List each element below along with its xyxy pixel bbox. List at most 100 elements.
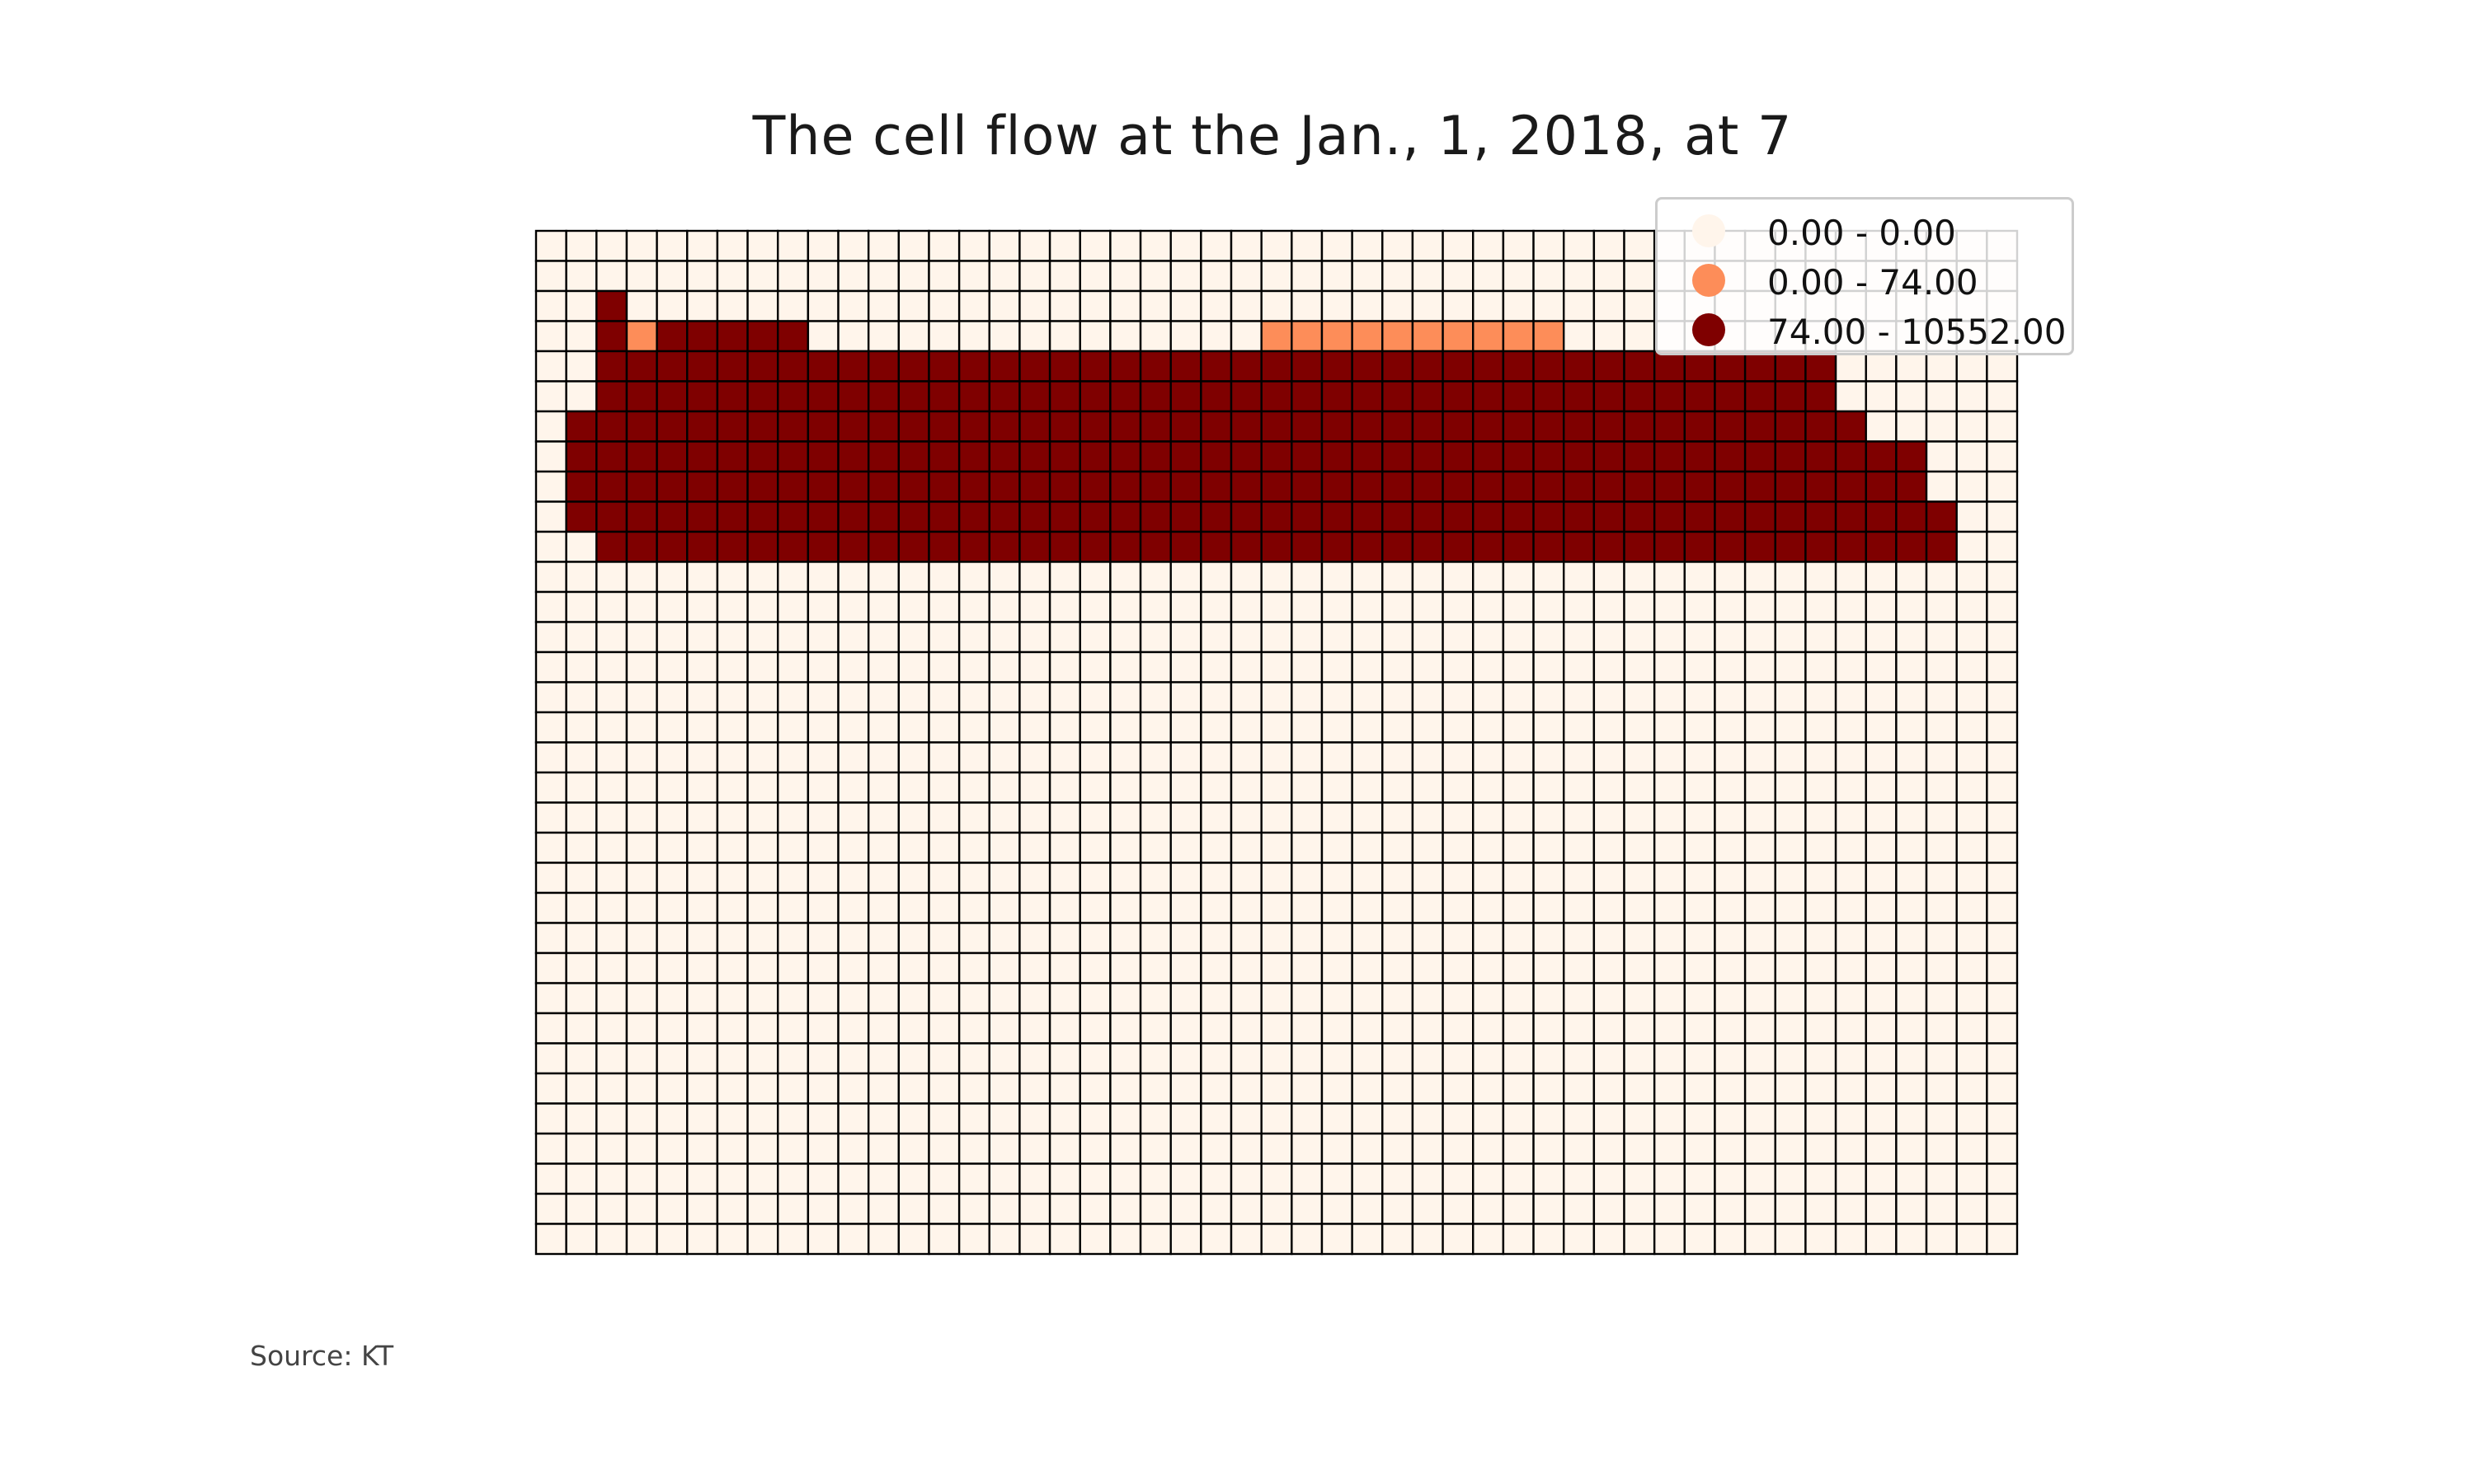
grid-cell bbox=[716, 711, 749, 744]
grid-cell bbox=[957, 1162, 990, 1195]
grid-cell bbox=[1865, 350, 1898, 383]
grid-cell bbox=[1472, 590, 1505, 623]
grid-cell bbox=[1592, 771, 1625, 804]
grid-cell bbox=[1381, 380, 1414, 413]
grid-cell bbox=[807, 590, 840, 623]
grid-cell bbox=[837, 891, 870, 924]
grid-cell bbox=[867, 1192, 901, 1225]
grid-cell bbox=[716, 1132, 749, 1165]
grid-cell bbox=[565, 891, 598, 924]
grid-cell bbox=[807, 891, 840, 924]
grid-cell bbox=[656, 410, 689, 443]
grid-cell bbox=[1592, 1192, 1625, 1225]
grid-cell bbox=[1018, 862, 1051, 895]
grid-cell bbox=[1079, 650, 1112, 683]
grid-cell bbox=[1442, 260, 1475, 293]
grid-cell bbox=[1834, 1012, 1867, 1045]
grid-cell bbox=[686, 862, 719, 895]
grid-cell bbox=[1743, 561, 1776, 594]
grid-cell bbox=[1320, 500, 1353, 533]
grid-cell bbox=[1502, 1072, 1535, 1105]
grid-cell bbox=[1381, 801, 1414, 834]
grid-cell bbox=[1139, 1223, 1172, 1256]
grid-cell bbox=[897, 951, 930, 984]
grid-cell bbox=[746, 470, 779, 503]
grid-cell bbox=[1260, 561, 1293, 594]
grid-cell bbox=[988, 1072, 1021, 1105]
grid-cell bbox=[534, 711, 567, 744]
grid-cell bbox=[1048, 1042, 1081, 1075]
grid-cell bbox=[1804, 500, 1837, 533]
grid-cell bbox=[1653, 500, 1686, 533]
grid-cell bbox=[1230, 590, 1263, 623]
grid-cell bbox=[1472, 711, 1505, 744]
grid-cell bbox=[1139, 891, 1172, 924]
grid-cell bbox=[1592, 440, 1625, 473]
grid-cell bbox=[1895, 1192, 1928, 1225]
grid-cell bbox=[1351, 711, 1384, 744]
grid-cell bbox=[656, 530, 689, 563]
grid-cell bbox=[1532, 561, 1565, 594]
grid-cell bbox=[837, 260, 870, 293]
grid-cell bbox=[1623, 1223, 1656, 1256]
grid-cell bbox=[1743, 951, 1776, 984]
grid-cell bbox=[867, 1012, 901, 1045]
grid-cell bbox=[1320, 1012, 1353, 1045]
grid-cell bbox=[1411, 260, 1444, 293]
grid-cell bbox=[595, 1223, 628, 1256]
grid-cell bbox=[686, 771, 719, 804]
grid-cell bbox=[1169, 440, 1202, 473]
grid-cell bbox=[1562, 862, 1596, 895]
grid-cell bbox=[1743, 650, 1776, 683]
grid-cell bbox=[1048, 410, 1081, 443]
grid-cell bbox=[1472, 229, 1505, 262]
grid-cell bbox=[1381, 951, 1414, 984]
grid-cell bbox=[1986, 440, 2019, 473]
grid-cell bbox=[1109, 350, 1142, 383]
grid-cell bbox=[1169, 862, 1202, 895]
grid-cell bbox=[1139, 922, 1172, 955]
grid-cell bbox=[1169, 561, 1202, 594]
grid-cell bbox=[1804, 1012, 1837, 1045]
grid-cell bbox=[897, 1042, 930, 1075]
grid-cell bbox=[988, 1132, 1021, 1165]
grid-cell bbox=[1925, 590, 1958, 623]
grid-cell bbox=[1079, 1223, 1112, 1256]
grid-cell bbox=[1381, 741, 1414, 774]
grid-cell bbox=[837, 229, 870, 262]
grid-cell bbox=[1865, 500, 1898, 533]
grid-cell bbox=[686, 500, 719, 533]
grid-cell bbox=[1774, 1102, 1807, 1135]
grid-cell bbox=[1169, 951, 1202, 984]
grid-cell bbox=[716, 500, 749, 533]
grid-cell bbox=[686, 1132, 719, 1165]
grid-cell bbox=[1169, 1192, 1202, 1225]
grid-cell bbox=[1743, 530, 1776, 563]
grid-cell bbox=[1532, 260, 1565, 293]
grid-cell bbox=[1865, 801, 1898, 834]
grid-cell bbox=[1260, 440, 1293, 473]
grid-cell bbox=[837, 1223, 870, 1256]
grid-cell bbox=[867, 1102, 901, 1135]
grid-cell bbox=[1683, 982, 1716, 1015]
grid-cell bbox=[1804, 831, 1837, 864]
grid-cell bbox=[1351, 1042, 1384, 1075]
grid-cell bbox=[1291, 289, 1324, 322]
grid-cell bbox=[1592, 1132, 1625, 1165]
grid-cell bbox=[1411, 862, 1444, 895]
grid-cell bbox=[1532, 1132, 1565, 1165]
grid-cell bbox=[656, 1192, 689, 1225]
grid-cell bbox=[1562, 801, 1596, 834]
grid-cell bbox=[534, 530, 567, 563]
grid-cell bbox=[1169, 380, 1202, 413]
grid-cell bbox=[1018, 590, 1051, 623]
grid-cell bbox=[716, 621, 749, 654]
grid-cell bbox=[957, 1192, 990, 1225]
grid-cell bbox=[1169, 470, 1202, 503]
grid-cell bbox=[928, 1072, 961, 1105]
grid-cell bbox=[837, 350, 870, 383]
grid-cell bbox=[625, 320, 658, 353]
grid-cell bbox=[1230, 862, 1263, 895]
grid-cell bbox=[1048, 561, 1081, 594]
grid-cell bbox=[1714, 470, 1747, 503]
